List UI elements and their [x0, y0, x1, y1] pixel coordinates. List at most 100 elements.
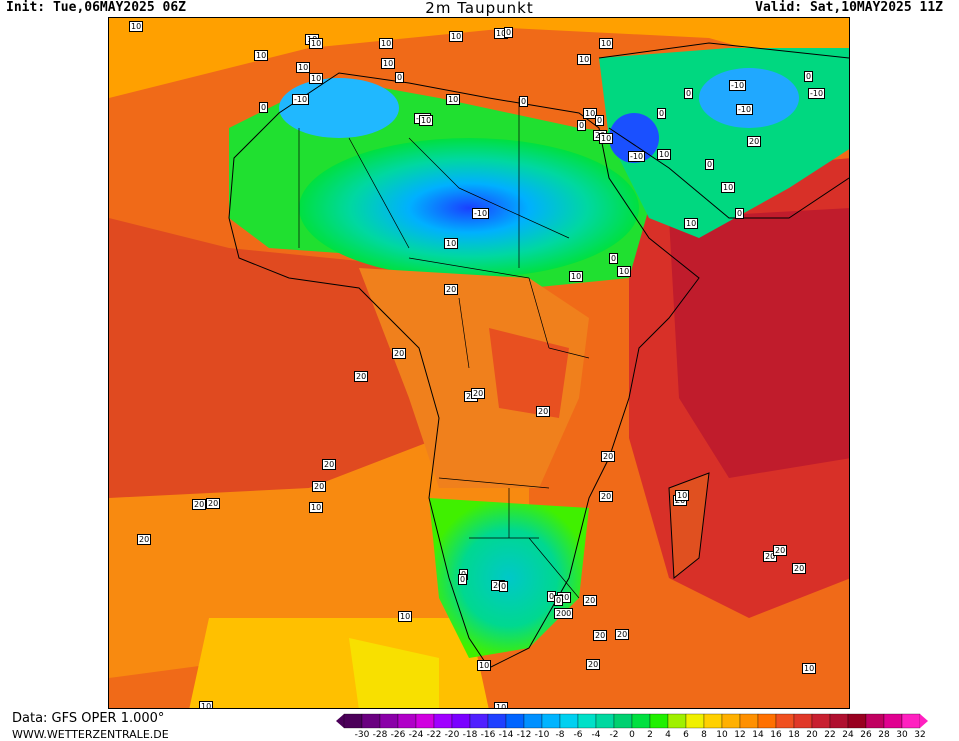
contour-label: 20: [536, 406, 551, 417]
legend-tick: -22: [426, 730, 442, 740]
legend-swatch: [613, 713, 633, 729]
legend-tick: 22: [824, 730, 836, 740]
contour-label: 10: [446, 94, 461, 105]
legend-swatch: [721, 713, 741, 729]
legend-swatch: [415, 713, 435, 729]
legend-swatch: [595, 713, 615, 729]
contour-label: 0: [595, 115, 605, 126]
contour-label: 10: [449, 31, 464, 42]
contour-label: 20: [392, 348, 407, 359]
legend-tick: 2: [647, 730, 653, 740]
contour-label: 20: [322, 459, 337, 470]
legend-swatch: [397, 713, 417, 729]
contour-label: 0: [259, 102, 269, 113]
contour-label: 10: [309, 502, 324, 513]
legend-tick: -18: [462, 730, 478, 740]
legend-swatch: [361, 713, 381, 729]
legend-tick: -4: [591, 730, 601, 740]
legend-swatch: [577, 713, 597, 729]
contour-label: 10: [569, 271, 584, 282]
legend-swatch: [883, 713, 903, 729]
contour-label: 0: [499, 581, 509, 592]
legend-swatch: [793, 713, 813, 729]
contour-label: 10: [419, 115, 434, 126]
legend-tick: 28: [878, 730, 890, 740]
legend-swatch: [757, 713, 777, 729]
init-time: Init: Tue,06MAY2025 06Z: [6, 0, 187, 15]
legend-tick: 18: [788, 730, 800, 740]
contour-label: 20: [601, 451, 616, 462]
contour-label: 10: [599, 133, 614, 144]
contour-label: 10: [802, 663, 817, 674]
contour-label: 10: [494, 702, 509, 708]
legend-tick: -12: [516, 730, 532, 740]
contour-label: 10: [583, 108, 598, 119]
legend-tick: -8: [555, 730, 565, 740]
map-title: 2m Taupunkt: [425, 0, 534, 17]
contour-label: 10: [477, 660, 492, 671]
legend-swatch: [379, 713, 399, 729]
contour-label: 20: [599, 491, 614, 502]
contour-label: 20: [747, 136, 762, 147]
legend-arrow-high: [920, 714, 928, 728]
contour-label: 10: [309, 73, 324, 84]
legend-swatch: [811, 713, 831, 729]
legend-tick: 0: [629, 730, 635, 740]
contour-label: 20: [586, 659, 601, 670]
legend-swatch: [685, 713, 705, 729]
contour-label: 10: [721, 182, 736, 193]
legend-swatch: [829, 713, 849, 729]
legend-swatch: [901, 713, 921, 729]
legend-tick: -14: [498, 730, 514, 740]
contour-label: 10: [129, 21, 144, 32]
legend-tick: 6: [683, 730, 689, 740]
contour-label: 200: [554, 608, 574, 619]
legend-arrow-low: [336, 714, 344, 728]
contour-label: -10: [292, 94, 310, 105]
contour-label: 0: [395, 72, 405, 83]
contour-label: -10: [736, 104, 754, 115]
legend-swatch: [343, 713, 363, 729]
contour-label: 0: [735, 208, 745, 219]
contour-label: 10: [599, 38, 614, 49]
legend-swatch: [847, 713, 867, 729]
contour-label: 0: [684, 88, 694, 99]
valid-time: Valid: Sat,10MAY2025 11Z: [755, 0, 943, 15]
contour-label: 20: [792, 563, 807, 574]
website: WWW.WETTERZENTRALE.DE: [12, 728, 169, 741]
data-source: Data: GFS OPER 1.000°: [12, 711, 165, 726]
legend-tick: -16: [480, 730, 496, 740]
dewpoint-map: 101010101010101010101001000-10-10-100-10…: [108, 17, 850, 709]
color-scale-legend: [336, 713, 928, 729]
legend-tick: -24: [408, 730, 424, 740]
contour-label: -10: [729, 80, 747, 91]
legend-swatch: [703, 713, 723, 729]
contour-label: 0: [804, 71, 814, 82]
contour-label: 0: [554, 595, 564, 606]
legend-swatch: [739, 713, 759, 729]
legend-tick: 4: [665, 730, 671, 740]
legend-swatch: [433, 713, 453, 729]
legend-tick: -30: [354, 730, 370, 740]
country-borders: [298, 98, 590, 599]
contour-label: 10: [444, 238, 459, 249]
contour-label: -10: [628, 151, 646, 162]
legend-tick: 30: [896, 730, 908, 740]
contour-label: 20: [206, 498, 221, 509]
contour-label: 10: [684, 218, 699, 229]
legend-tick: 14: [752, 730, 764, 740]
contour-label: 20: [593, 630, 608, 641]
legend-tick: -28: [372, 730, 388, 740]
map-field: [109, 18, 849, 708]
legend-swatch: [541, 713, 561, 729]
contour-label: 20: [312, 481, 327, 492]
arabia-coastline: [598, 42, 849, 219]
legend-tick: 26: [860, 730, 872, 740]
contour-label: 10: [657, 149, 672, 160]
legend-swatch: [631, 713, 651, 729]
legend-tick: 20: [806, 730, 818, 740]
legend-swatch: [649, 713, 669, 729]
contour-label: 20: [444, 284, 459, 295]
legend-swatch: [523, 713, 543, 729]
africa-coastline: [228, 72, 700, 669]
